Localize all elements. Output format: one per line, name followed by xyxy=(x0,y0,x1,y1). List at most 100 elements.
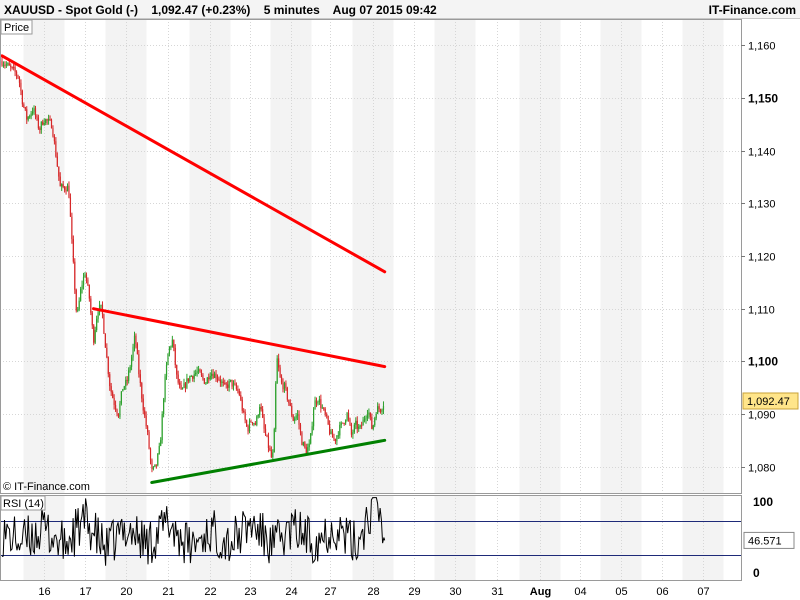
candle-body xyxy=(163,399,165,415)
candle-body xyxy=(320,399,322,408)
candle-body xyxy=(104,333,106,348)
candle-body xyxy=(340,422,342,425)
candle-body xyxy=(117,413,120,417)
y-tick-label: 1,150 xyxy=(748,92,778,106)
x-tick-label: 17 xyxy=(79,586,91,598)
candle-body xyxy=(315,400,318,404)
candle-body xyxy=(209,375,211,380)
candle-body xyxy=(75,289,77,311)
candle-body xyxy=(160,440,162,447)
y-tick-label: 1,120 xyxy=(748,252,776,264)
candle-body xyxy=(212,373,214,378)
candle-body xyxy=(189,376,191,382)
candle-body xyxy=(33,108,35,112)
price-label: Price xyxy=(4,22,29,34)
candle-body xyxy=(378,406,380,410)
candle-body xyxy=(21,90,23,105)
y-tick-label: 1,080 xyxy=(748,463,776,475)
candle-body xyxy=(85,275,88,280)
candle-body xyxy=(36,116,38,118)
candle-body xyxy=(155,464,157,466)
candle-body xyxy=(329,424,331,434)
candle-body xyxy=(246,420,248,427)
candle-body xyxy=(20,82,22,91)
candle-body xyxy=(5,64,7,66)
price-grid xyxy=(0,19,741,493)
candle-body xyxy=(362,419,364,426)
candle-body xyxy=(170,346,172,348)
candle-body xyxy=(253,423,255,425)
candle-body xyxy=(154,464,156,467)
candle-body xyxy=(80,288,82,301)
candle-body xyxy=(292,415,294,421)
candle-body xyxy=(103,314,105,334)
candle-body xyxy=(43,123,45,125)
candle-body xyxy=(221,381,223,383)
candle-body xyxy=(110,386,112,393)
candle-body xyxy=(199,369,201,373)
candle-body xyxy=(186,378,188,388)
candle-body xyxy=(327,415,329,425)
chart-header: XAUUSD - Spot Gold (-) 1,092.47 (+0.23%)… xyxy=(0,0,800,19)
candle-body xyxy=(291,405,293,416)
candle-body xyxy=(203,378,205,384)
candle-body xyxy=(179,382,181,386)
interval-label: 5 minutes xyxy=(263,3,320,17)
candle-body xyxy=(94,330,96,343)
candle-body xyxy=(248,421,251,432)
rsi-value-label: 46.571 xyxy=(748,535,782,547)
candle-body xyxy=(45,119,47,124)
candle-body xyxy=(336,435,338,442)
x-tick-label: 07 xyxy=(697,586,709,598)
candle-body xyxy=(205,383,207,385)
support-trendline xyxy=(150,438,387,484)
candle-body xyxy=(379,409,382,412)
candle-body xyxy=(96,318,98,331)
candle-body xyxy=(222,381,224,383)
candle-body xyxy=(157,453,159,466)
candle-body xyxy=(90,298,92,313)
candle-body xyxy=(135,335,137,344)
candle-body xyxy=(282,382,284,390)
candle-body xyxy=(299,424,302,433)
candle-body xyxy=(158,446,160,454)
candle-body xyxy=(264,428,267,435)
x-tick-label: 29 xyxy=(408,586,420,598)
x-tick-label: 24 xyxy=(285,586,297,598)
candle-body xyxy=(280,376,283,383)
x-tick-label: 06 xyxy=(656,586,668,598)
candle-body xyxy=(350,424,353,435)
candle-body xyxy=(227,384,229,388)
candle-body xyxy=(190,375,192,377)
candle-body xyxy=(165,365,168,377)
candle-body xyxy=(285,383,287,388)
candle-body xyxy=(55,141,57,157)
candle-body xyxy=(138,354,140,375)
candle-body xyxy=(183,383,185,388)
candle-body xyxy=(324,409,326,415)
resistance-trendline xyxy=(0,54,387,274)
candle-body xyxy=(145,415,147,427)
candle-body xyxy=(302,442,304,446)
current-price-label: 1,092.47 xyxy=(747,396,790,408)
candle-body xyxy=(215,373,217,379)
candle-body xyxy=(251,422,254,424)
candle-body xyxy=(24,107,26,110)
candle-body xyxy=(377,406,379,414)
axes: 16 17 20 21 22 23 24 27 28 29 30 31 Aug 04 05 06 07 1,080… xyxy=(0,19,799,598)
candle-body xyxy=(11,66,13,68)
candle-body xyxy=(116,409,118,414)
candle-body xyxy=(147,426,149,432)
candle-body xyxy=(218,378,220,380)
candle-body xyxy=(8,63,10,66)
candle-body xyxy=(206,377,208,384)
brand-label: IT-Finance.com xyxy=(708,3,796,17)
y-tick-label: 1,110 xyxy=(748,305,775,317)
candle-body xyxy=(49,118,51,120)
resistance-trendline xyxy=(92,307,387,369)
x-tick-label: 28 xyxy=(367,586,379,598)
candle-body xyxy=(126,380,128,382)
candle-body xyxy=(372,425,374,429)
candle-body xyxy=(119,403,121,417)
